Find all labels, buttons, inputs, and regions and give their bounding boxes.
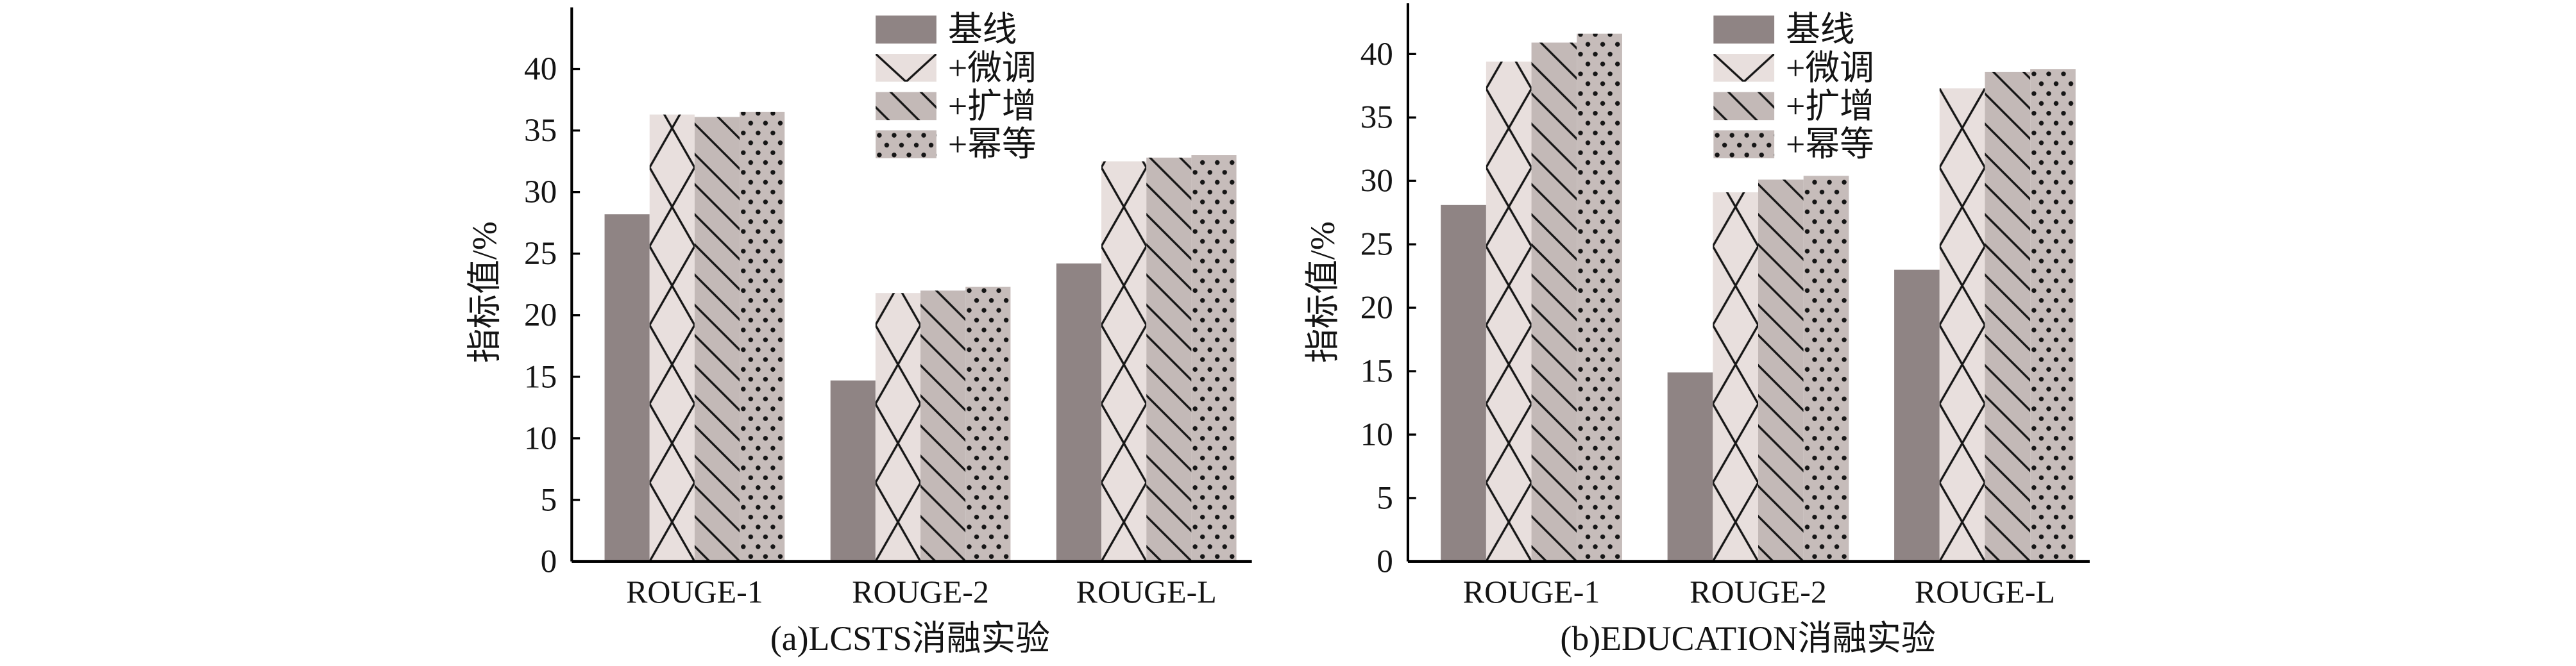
bar-baseline-rouge-l (1056, 263, 1102, 562)
legend-item-augment: +扩增 (1713, 87, 1874, 125)
bar-finetune-rouge-1 (1486, 62, 1532, 562)
legend-label: 基线 (948, 10, 1017, 49)
y-tick-label: 40 (524, 51, 557, 87)
bar-augment-rouge-l (1985, 71, 2031, 562)
legend-item-idempotent: +幂等 (1713, 125, 1874, 163)
bar-baseline-rouge-2 (1667, 372, 1713, 562)
bar-idempotent-rouge-l (1191, 155, 1237, 562)
y-tick-label: 15 (524, 358, 557, 395)
y-tick-label: 20 (524, 297, 557, 333)
bar-idempotent-rouge-2 (1803, 176, 1849, 562)
bar-baseline-rouge-1 (1441, 204, 1486, 562)
bar-finetune-rouge-l (1939, 88, 1985, 562)
x-category-label: ROUGE-2 (1690, 574, 1827, 610)
legend-item-finetune: +微调 (876, 49, 1037, 87)
y-tick-label: 40 (1360, 36, 1393, 72)
legend-item-baseline: 基线 (876, 10, 1017, 49)
bar-idempotent-rouge-l (2030, 69, 2076, 562)
legend-label: +微调 (1786, 49, 1874, 87)
legend-swatch (1713, 130, 1775, 158)
y-tick-label: 5 (1377, 479, 1393, 516)
chart-education-ablation: 0 5 10 15 20 25 30 35 40 ROUGE-1 ROUGE-2 ROUGE-L 指标值… (1303, 3, 2090, 658)
y-tick-label: 35 (1360, 99, 1393, 136)
legend: 基线+微调+扩增+幂等 (1713, 10, 1874, 163)
bar-finetune-rouge-2 (875, 293, 921, 562)
legend-label: +微调 (948, 49, 1037, 87)
y-tick-label: 10 (1360, 417, 1393, 453)
legend-swatch (876, 130, 936, 158)
x-category-label: ROUGE-L (1915, 574, 2055, 610)
chart-caption: (a)LCSTS消融实验 (770, 619, 1050, 658)
bar-augment-rouge-1 (694, 117, 740, 562)
legend-label: +幂等 (1786, 125, 1874, 163)
legend-swatch (876, 15, 936, 44)
legend-label: +扩增 (1786, 87, 1874, 125)
legend-swatch (1713, 92, 1775, 121)
legend-swatch (876, 92, 936, 121)
y-tick-label: 25 (524, 235, 557, 272)
y-tick-label: 5 (541, 481, 557, 518)
bar-baseline-rouge-1 (604, 214, 650, 562)
legend-label: +扩增 (948, 87, 1037, 125)
y-tick-label: 15 (1360, 353, 1393, 390)
y-tick-label: 25 (1360, 226, 1393, 263)
legend-label: 基线 (1786, 10, 1855, 49)
y-tick-label: 0 (1377, 543, 1393, 579)
y-tick-label: 30 (524, 174, 557, 210)
chart-lcsts-ablation: 0 5 10 15 20 25 30 35 40 ROUGE-1 ROUGE-2 ROUGE-L 指标值… (466, 7, 1252, 658)
x-category-label: ROUGE-1 (626, 574, 763, 610)
y-tick-label: 20 (1360, 290, 1393, 326)
y-tick-label: 35 (524, 112, 557, 149)
legend-item-baseline: 基线 (1713, 10, 1855, 49)
bar-augment-rouge-2 (920, 290, 966, 562)
legend-swatch (1713, 15, 1775, 44)
bar-idempotent-rouge-1 (740, 112, 785, 562)
legend-item-idempotent: +幂等 (876, 125, 1037, 163)
legend-label: +幂等 (948, 125, 1037, 163)
legend-swatch (876, 54, 936, 82)
bar-finetune-rouge-2 (1713, 192, 1759, 562)
bar-finetune-rouge-l (1101, 161, 1147, 562)
bar-augment-rouge-2 (1758, 179, 1804, 562)
bar-idempotent-rouge-1 (1577, 33, 1622, 562)
bar-group (604, 112, 1237, 562)
bar-baseline-rouge-2 (830, 380, 876, 562)
legend: 基线+微调+扩增+幂等 (876, 10, 1037, 163)
chart-caption: (b)EDUCATION消融实验 (1560, 619, 1935, 658)
bar-augment-rouge-l (1146, 157, 1192, 562)
y-tick-label: 30 (1360, 163, 1393, 199)
bar-finetune-rouge-1 (649, 114, 695, 562)
legend-item-finetune: +微调 (1713, 49, 1874, 87)
bar-idempotent-rouge-2 (965, 287, 1011, 562)
legend-item-augment: +扩增 (876, 87, 1037, 125)
y-axis-title: 指标值/% (1303, 221, 1342, 363)
y-tick-label: 10 (524, 420, 557, 456)
x-category-label: ROUGE-1 (1463, 574, 1600, 610)
bar-augment-rouge-1 (1531, 42, 1577, 562)
y-axis-title: 指标值/% (466, 221, 504, 363)
y-tick-label: 0 (541, 543, 557, 579)
x-category-label: ROUGE-2 (852, 574, 989, 610)
x-category-label: ROUGE-L (1076, 574, 1217, 610)
bar-baseline-rouge-l (1894, 269, 1940, 562)
bar-group (1441, 33, 2076, 562)
legend-swatch (1713, 54, 1775, 82)
